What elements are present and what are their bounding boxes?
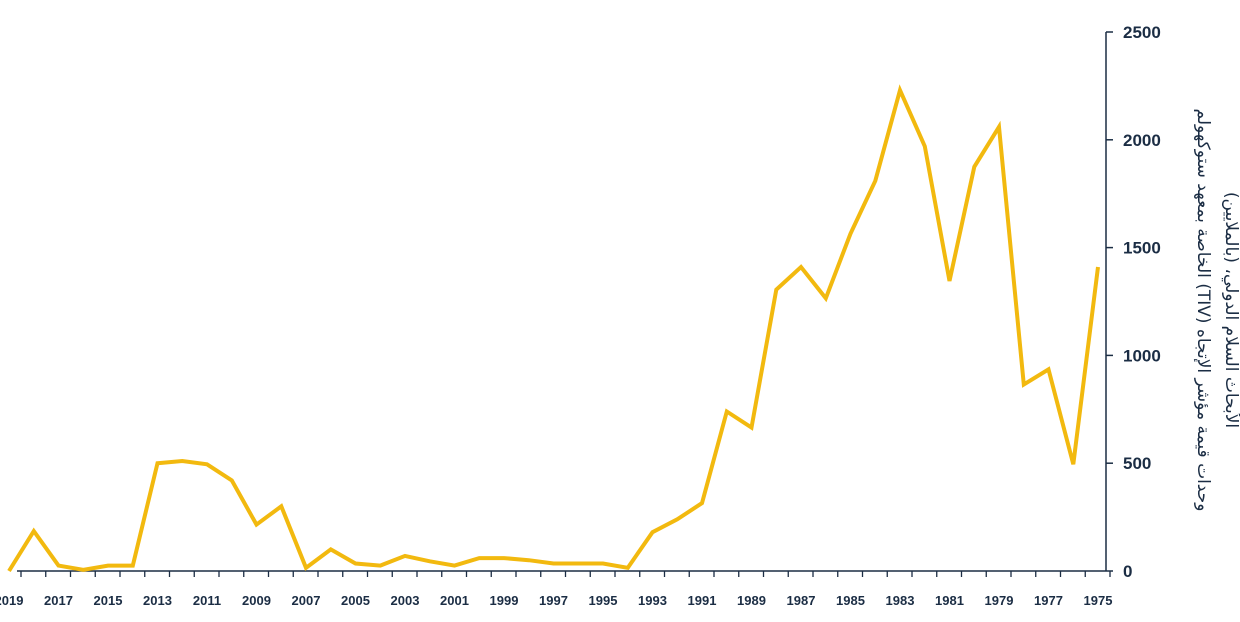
x-tick-label: 2015 bbox=[94, 593, 123, 608]
x-tick-label: 2005 bbox=[341, 593, 370, 608]
x-tick-label: 1987 bbox=[787, 593, 816, 608]
x-tick-label: 2003 bbox=[391, 593, 420, 608]
x-tick-label: 1981 bbox=[935, 593, 964, 608]
y-axis-title-line-1: وحدات قيمة مؤشر الإتجاه (TIV) الخاصة بمع… bbox=[1193, 109, 1213, 512]
x-tick-label: 1977 bbox=[1034, 593, 1063, 608]
x-tick-label: 1985 bbox=[836, 593, 865, 608]
x-tick-label: 1993 bbox=[638, 593, 667, 608]
x-tick-label: 2017 bbox=[44, 593, 73, 608]
x-tick-label: 1995 bbox=[589, 593, 618, 608]
x-tick-label: 1979 bbox=[985, 593, 1014, 608]
x-tick-label: 1997 bbox=[539, 593, 568, 608]
x-tick-label: 1999 bbox=[490, 593, 519, 608]
y-tick-label: 1000 bbox=[1123, 346, 1161, 365]
y-axis-ticks: 0 500 1000 1500 2000 2500 bbox=[1106, 23, 1161, 581]
x-tick-label: 1991 bbox=[688, 593, 717, 608]
series-layer bbox=[7, 84, 1100, 573]
x-tick-label: 2007 bbox=[292, 593, 321, 608]
y-tick-label: 500 bbox=[1123, 454, 1151, 473]
x-tick-label: 1975 bbox=[1084, 593, 1113, 608]
axes bbox=[17, 32, 1107, 572]
x-axis-ticks: 2019 2017 2015 2013 2011 2009 2007 2005 2003 2001… bbox=[0, 571, 1112, 608]
y-axis-title: وحدات قيمة مؤشر الإتجاه (TIV) الخاصة بمع… bbox=[1193, 109, 1240, 512]
x-tick-label: 2013 bbox=[143, 593, 172, 608]
x-tick-label: 2019 bbox=[0, 593, 23, 608]
y-axis-title-line-2: الأبحاث السلام الدولي، (بالملايين) bbox=[1221, 192, 1240, 428]
series-line bbox=[7, 84, 1100, 573]
x-tick-label: 2001 bbox=[440, 593, 469, 608]
x-tick-label: 2011 bbox=[193, 593, 221, 608]
y-tick-label: 2000 bbox=[1123, 131, 1161, 150]
x-tick-label: 2009 bbox=[242, 593, 271, 608]
y-tick-label: 1500 bbox=[1123, 239, 1161, 258]
x-tick-label: 1989 bbox=[737, 593, 766, 608]
y-tick-label: 0 bbox=[1123, 562, 1132, 581]
y-tick-label: 2500 bbox=[1123, 23, 1161, 42]
x-tick-label: 1983 bbox=[886, 593, 915, 608]
